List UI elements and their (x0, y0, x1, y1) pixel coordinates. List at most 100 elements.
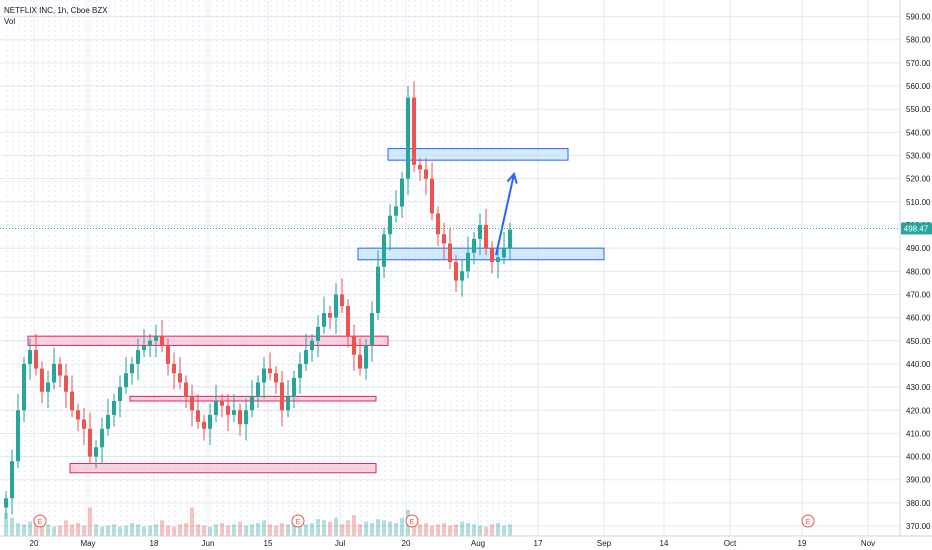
time-tick-label: 15 (264, 539, 273, 548)
volume-bar (82, 525, 86, 536)
candle (130, 363, 134, 374)
earnings-marker[interactable]: E (801, 514, 815, 528)
candle (490, 248, 494, 263)
candle (388, 215, 392, 235)
candle (154, 336, 158, 341)
volume-bar (148, 525, 152, 536)
volume-bar (184, 523, 188, 536)
earnings-marker[interactable]: E (291, 514, 305, 528)
volume-bar (10, 517, 14, 536)
price-tick-label: 460.00 (906, 314, 931, 323)
volume-bar (208, 526, 212, 536)
candle (22, 363, 26, 411)
volume-bar (334, 517, 338, 536)
price-tick-label: 370.00 (906, 522, 931, 531)
candle (82, 419, 86, 429)
candle (310, 340, 314, 351)
time-tick-label: Oct (724, 539, 737, 548)
time-axis[interactable]: 20 May 18 Jun 15 Jul 20 Aug 17 Sep 14 Oct 19 Nov (30, 539, 876, 548)
time-tick-label: 20 (402, 539, 411, 548)
candle (100, 428, 104, 448)
volume-bar (424, 523, 428, 536)
candle (418, 164, 422, 170)
volume-bar (238, 521, 242, 536)
candle (148, 340, 152, 346)
candle (52, 363, 56, 383)
volume-bar (70, 524, 74, 536)
candle (442, 234, 446, 244)
price-axis[interactable]: 370.00 380.00 390.00 400.00 410.00 420.00 430.… (906, 13, 931, 531)
price-tick-label: 410.00 (906, 429, 931, 438)
candle (382, 234, 386, 267)
resistance-zone[interactable] (357, 247, 605, 261)
volume-bar (124, 525, 128, 536)
earnings-marker[interactable]: E (33, 514, 47, 528)
volume-bar (112, 524, 116, 536)
volume-bar (46, 524, 50, 536)
volume-bar (100, 526, 104, 536)
volume-bar (412, 521, 416, 536)
price-tick-label: 520.00 (906, 175, 931, 184)
time-tick-label: Jul (335, 539, 345, 548)
price-tick-label: 430.00 (906, 383, 931, 392)
candle (46, 382, 50, 392)
volume-bar (508, 524, 512, 536)
earnings-marker-label: E (296, 519, 301, 526)
volume-bar (58, 525, 62, 536)
candle (460, 271, 464, 281)
volume-bar (52, 526, 56, 536)
volume-bar (298, 520, 302, 536)
candle (478, 225, 482, 239)
volume-bar (166, 525, 170, 536)
candle (184, 382, 188, 397)
time-tick-label: 18 (150, 539, 159, 548)
candle (322, 313, 326, 327)
candle (412, 97, 416, 165)
volume-bar (190, 507, 194, 536)
candle (196, 410, 200, 422)
volume-bar (340, 524, 344, 536)
volume-bar (310, 523, 314, 536)
candle (424, 169, 428, 179)
volume-bar (286, 524, 290, 536)
candle (34, 350, 38, 369)
price-tick-label: 400.00 (906, 453, 931, 462)
volume-bar (40, 519, 44, 536)
volume-bar (292, 521, 296, 536)
candle (262, 368, 266, 383)
candle (190, 396, 194, 411)
candle (430, 178, 434, 214)
candle (358, 354, 362, 369)
earnings-marker[interactable]: E (405, 514, 419, 528)
candle (244, 410, 248, 425)
volume-bar (160, 520, 164, 536)
price-tick-label: 590.00 (906, 13, 931, 22)
volume-bar (88, 507, 92, 536)
support-zone[interactable] (69, 463, 377, 474)
volume-bar (76, 523, 80, 536)
support-zone[interactable] (27, 335, 389, 346)
price-tick-label: 490.00 (906, 244, 931, 253)
earnings-marker-circle (801, 514, 815, 528)
price-tick-label: 510.00 (906, 198, 931, 207)
earnings-marker-label: E (806, 519, 811, 526)
volume-bar (4, 512, 8, 536)
candle (250, 396, 254, 411)
arrow-annotation[interactable] (495, 172, 518, 256)
candle (472, 238, 476, 253)
volume-bar (28, 521, 32, 536)
price-tick-label: 440.00 (906, 360, 931, 369)
price-tick-label: 580.00 (906, 36, 931, 45)
volume-bar (388, 521, 392, 536)
candle (316, 326, 320, 341)
volume-bar (484, 526, 488, 536)
candle (298, 363, 302, 378)
price-tick-label: 550.00 (906, 105, 931, 114)
volume-bar (352, 515, 356, 536)
resistance-zone[interactable] (387, 148, 569, 161)
candle (448, 243, 452, 263)
candle (352, 336, 356, 355)
volume-bar (322, 520, 326, 536)
